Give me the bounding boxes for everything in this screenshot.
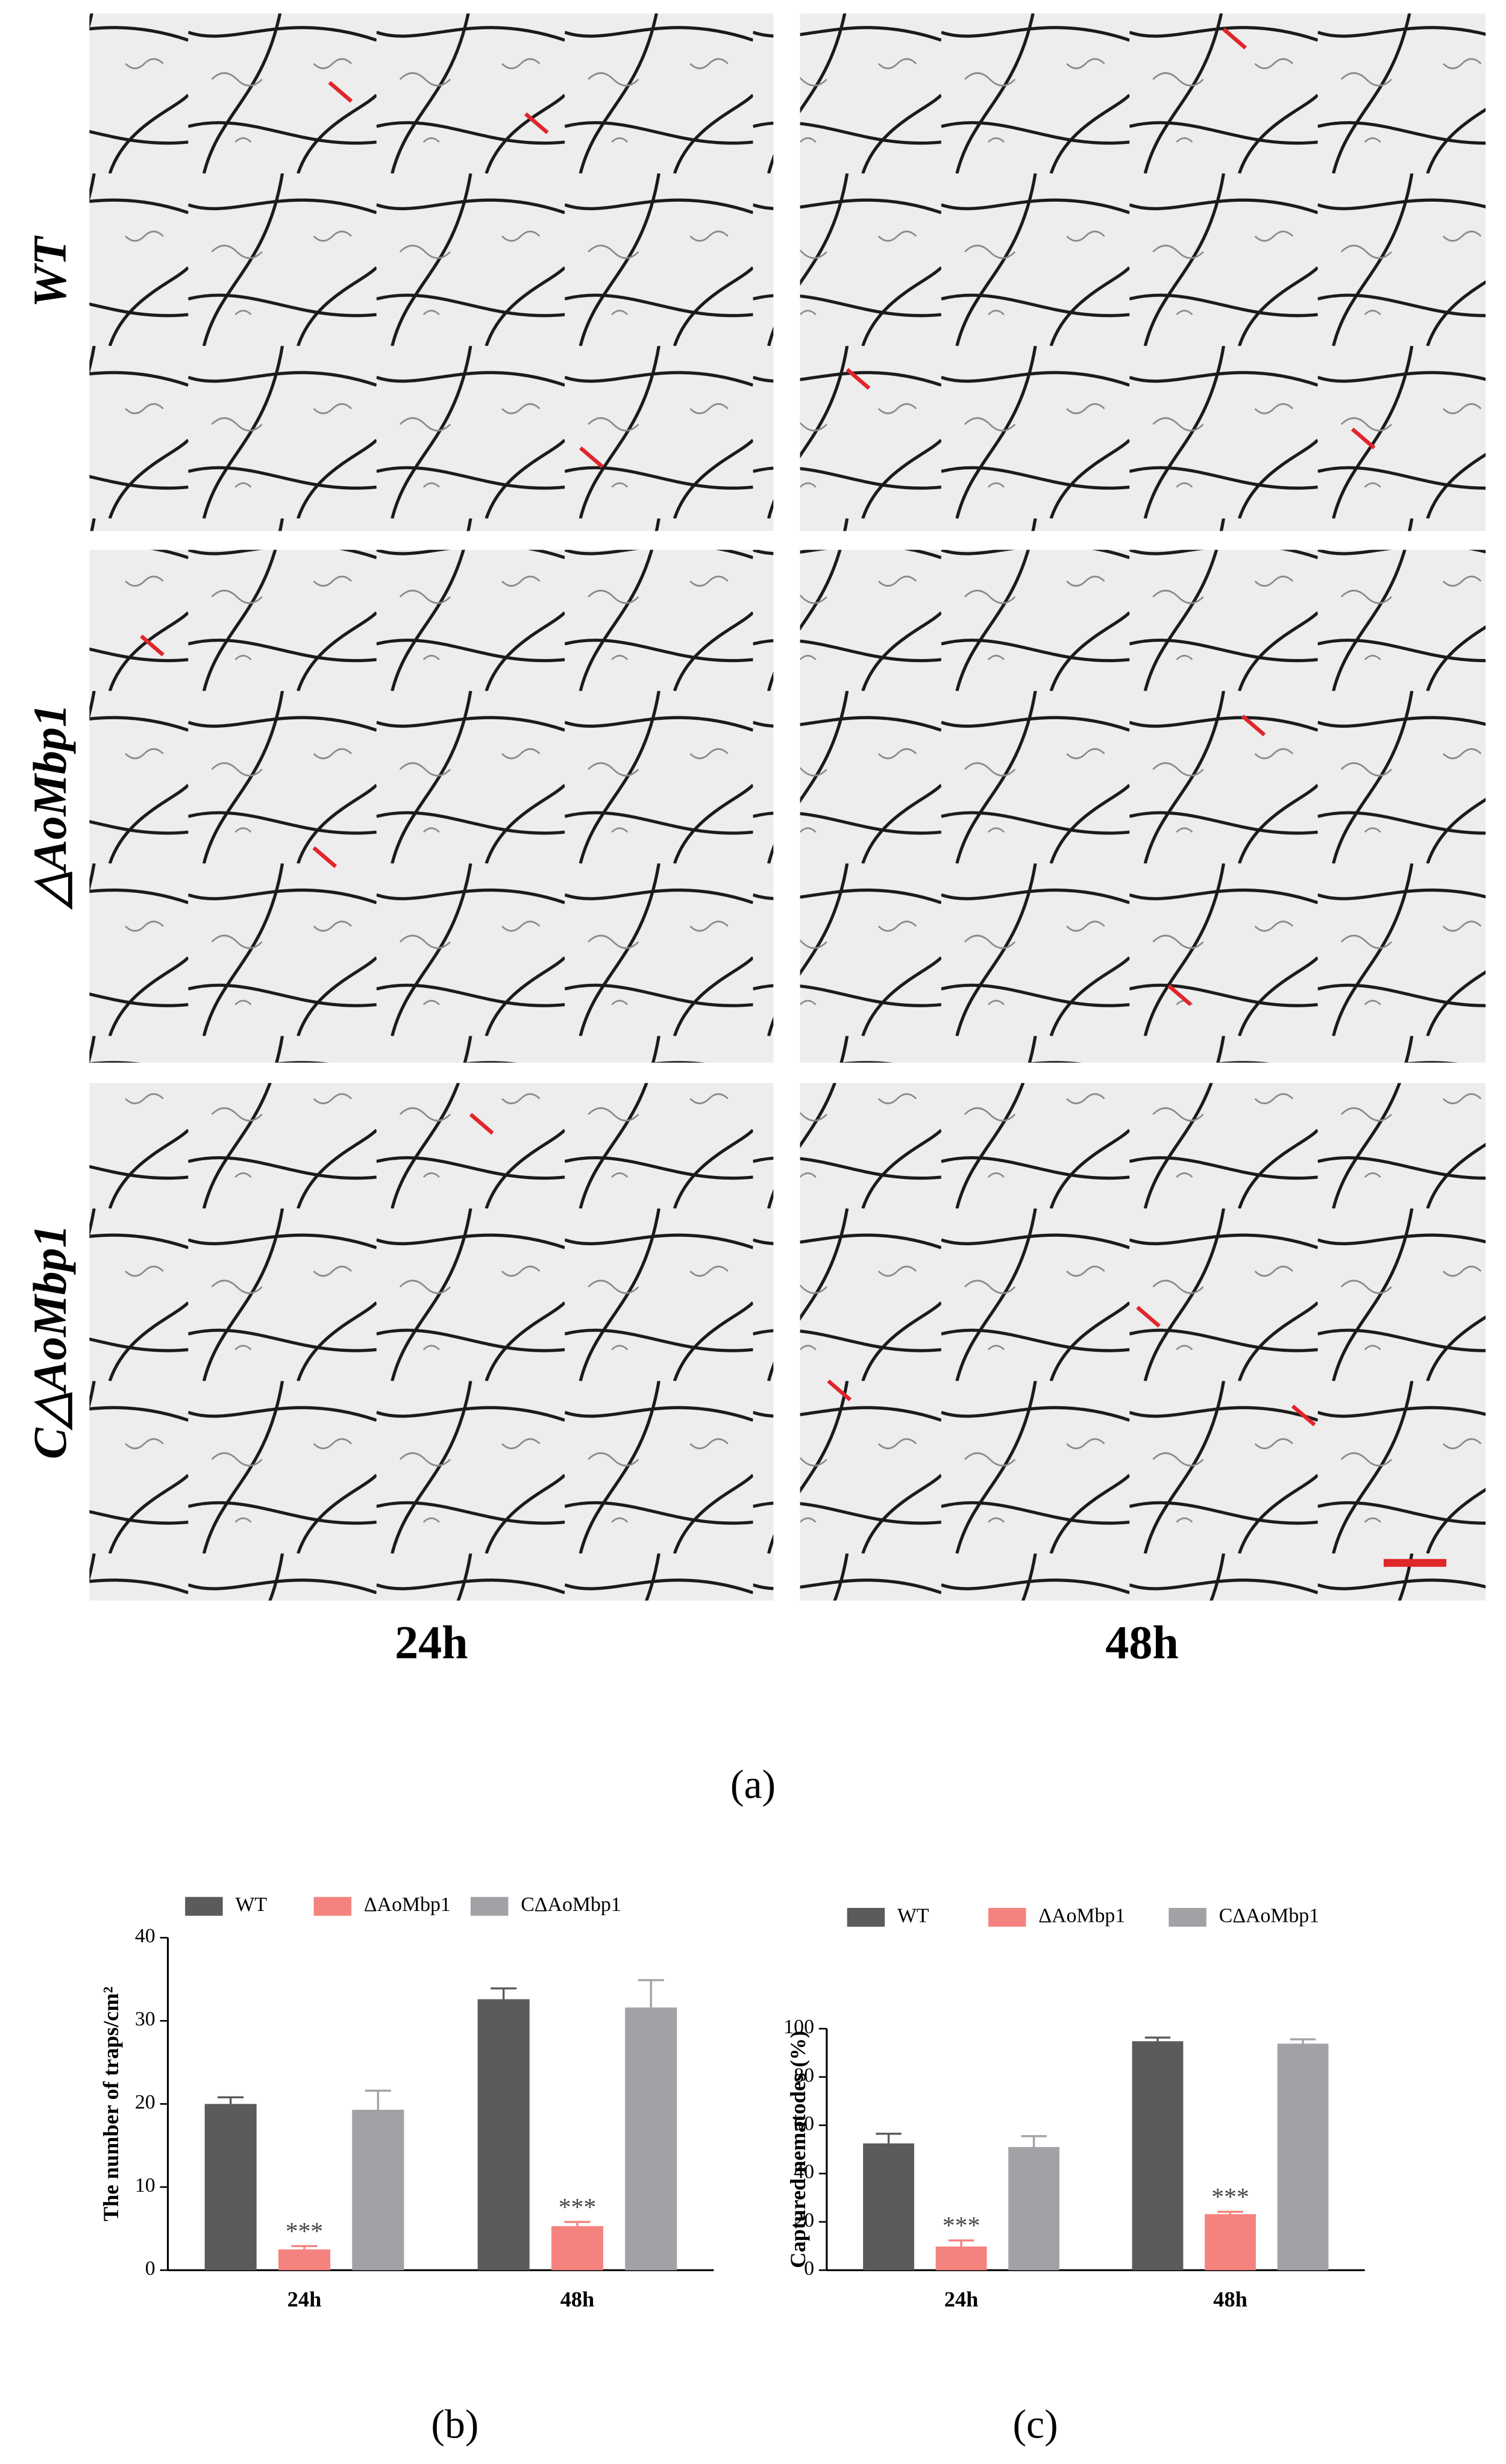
error-bar — [291, 2245, 318, 2250]
legend-swatch — [847, 1907, 885, 1927]
row-label: C△AoMbp1 — [24, 1224, 76, 1459]
row-label: WT — [24, 235, 76, 307]
bar — [1277, 2043, 1329, 2271]
micrograph — [89, 13, 774, 531]
y-tick-label: 40 — [794, 2161, 814, 2183]
legend-swatch — [988, 1907, 1026, 1927]
y-axis-label: The number of traps/cm² — [99, 1986, 123, 2221]
bar — [1008, 2147, 1060, 2271]
error-bar — [638, 1979, 664, 2008]
bar — [1205, 2214, 1256, 2271]
panel-label: (c) — [1013, 2402, 1058, 2447]
x-tick-label: 24h — [944, 2287, 979, 2312]
y-tick-label: 0 — [804, 2257, 814, 2280]
y-tick-label: 10 — [135, 2174, 155, 2197]
y-tick-label: 100 — [783, 2016, 814, 2038]
bar — [551, 2226, 603, 2271]
significance: *** — [286, 2218, 323, 2245]
y-tick-label: 20 — [794, 2209, 814, 2231]
micrograph — [89, 1083, 774, 1601]
legend-label: WT — [235, 1893, 267, 1916]
bar — [863, 2143, 914, 2271]
micrograph — [800, 1083, 1486, 1601]
bar — [477, 1999, 530, 2271]
legend-label: ΔAoMbp1 — [364, 1893, 451, 1916]
bar — [352, 2109, 404, 2271]
legend-label: CΔAoMbp1 — [1219, 1904, 1319, 1927]
legend-swatch — [1169, 1907, 1206, 1927]
x-tick-label: 24h — [287, 2287, 322, 2312]
bar — [935, 2246, 987, 2271]
error-bar — [1021, 2135, 1047, 2147]
error-bar — [1217, 2210, 1243, 2215]
panel-label: (a) — [730, 1762, 776, 1807]
bar — [1132, 2041, 1184, 2271]
y-tick-label: 80 — [794, 2064, 814, 2086]
micrograph — [800, 549, 1486, 1063]
y-axis-label: Captured nematodes (%) — [786, 2031, 810, 2268]
micrograph — [800, 13, 1486, 531]
column-label: 24h — [395, 1616, 468, 1669]
arrows — [140, 27, 1376, 1427]
micrographs — [89, 13, 1486, 1601]
error-bar — [491, 1987, 517, 2000]
row-label: △AoMbp1 — [24, 704, 76, 910]
y-tick-label: 30 — [135, 2008, 155, 2030]
y-tick-label: 60 — [794, 2113, 814, 2135]
error-bar — [948, 2239, 974, 2247]
error-bar — [218, 2096, 244, 2104]
error-bar — [876, 2133, 902, 2143]
legend-label: CΔAoMbp1 — [521, 1893, 621, 1916]
bar — [625, 2007, 677, 2271]
panel-label: (b) — [431, 2402, 478, 2447]
significance: *** — [943, 2212, 980, 2240]
legend-label: WT — [897, 1904, 929, 1927]
error-bar — [1144, 2036, 1171, 2042]
x-tick-label: 48h — [1213, 2287, 1247, 2312]
micrograph — [89, 549, 774, 1063]
y-tick-label: 20 — [135, 2091, 155, 2113]
bar — [204, 2104, 257, 2271]
legend-label: ΔAoMbp1 — [1038, 1904, 1125, 1927]
error-bar — [365, 2089, 391, 2110]
legend-swatch — [185, 1896, 223, 1916]
x-tick-label: 48h — [560, 2287, 595, 2312]
error-bar — [564, 2221, 591, 2227]
significance: *** — [559, 2194, 596, 2221]
legend-swatch — [470, 1896, 509, 1916]
legend-swatch — [313, 1896, 352, 1916]
column-label: 48h — [1105, 1616, 1179, 1669]
error-bar — [1290, 2038, 1316, 2044]
y-tick-label: 40 — [135, 1925, 155, 1947]
significance: *** — [1211, 2183, 1249, 2211]
y-tick-label: 0 — [145, 2257, 155, 2280]
bar — [278, 2249, 331, 2271]
